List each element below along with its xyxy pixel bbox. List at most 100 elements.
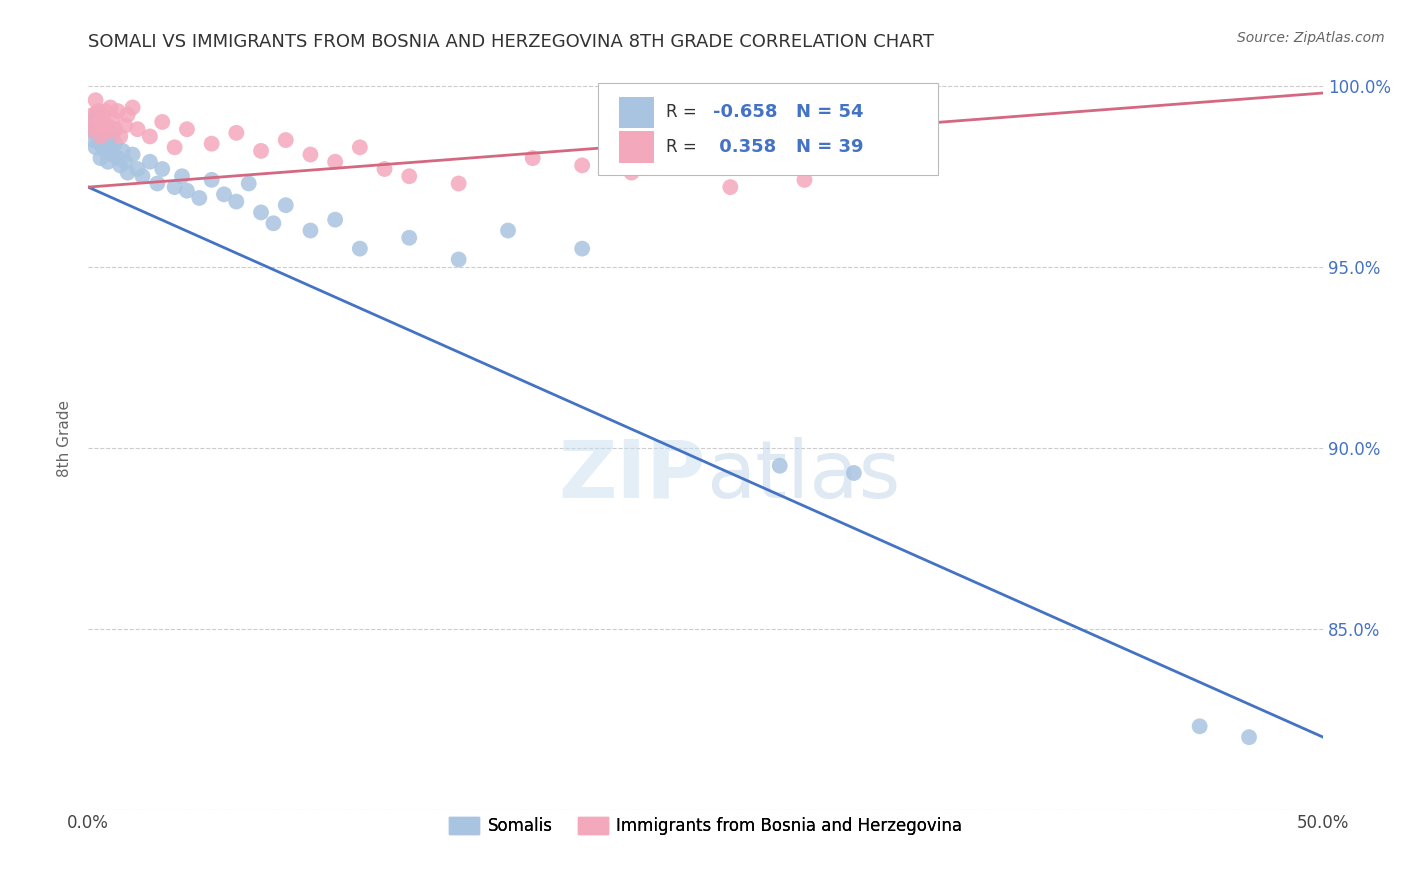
Point [299,223,322,237]
Point [496,223,519,237]
Point [121,147,143,161]
Point [114,154,136,169]
Point [447,252,470,267]
Point [842,466,865,480]
Point [349,140,371,154]
Text: 0.358: 0.358 [713,138,776,156]
Point [225,194,247,209]
Point [94,104,117,119]
Point [87,115,110,129]
Point [91,122,114,136]
Point [323,212,346,227]
Point [131,169,153,184]
Text: N = 54: N = 54 [796,103,863,121]
Text: -0.658: -0.658 [713,103,778,121]
Legend: Somalis, Immigrants from Bosnia and Herzegovina: Somalis, Immigrants from Bosnia and Herz… [443,811,969,842]
Point [121,100,143,114]
Point [100,100,122,114]
Point [793,173,815,187]
Point [571,242,593,256]
Text: SOMALI VS IMMIGRANTS FROM BOSNIA AND HERZEGOVINA 8TH GRADE CORRELATION CHART: SOMALI VS IMMIGRANTS FROM BOSNIA AND HER… [89,33,934,51]
Point [201,173,224,187]
Point [769,458,792,473]
Text: R =: R = [666,138,702,156]
Point [176,122,198,136]
Point [323,154,346,169]
FancyBboxPatch shape [598,83,938,175]
Point [398,169,420,184]
Point [349,242,371,256]
Point [91,140,114,154]
Point [127,122,149,136]
Point [110,158,132,172]
Point [87,104,110,119]
Point [94,126,117,140]
Point [262,216,284,230]
Point [107,104,129,119]
Point [84,119,107,133]
Point [139,129,162,144]
Point [89,129,111,144]
Point [91,112,114,126]
Point [89,119,111,133]
Point [274,133,297,147]
Point [101,112,124,126]
Point [238,177,260,191]
Point [97,154,120,169]
Point [94,129,117,144]
Point [100,140,122,154]
Point [127,161,149,176]
Point [447,177,470,191]
Point [79,122,101,136]
Point [87,129,110,144]
Point [84,108,107,122]
Point [82,122,104,136]
Point [104,136,127,151]
Point [146,177,169,191]
Text: R =: R = [666,103,702,121]
Point [84,140,107,154]
Point [104,122,127,136]
Y-axis label: 8th Grade: 8th Grade [58,401,72,477]
Point [176,184,198,198]
Point [82,133,104,147]
Point [84,93,107,107]
Point [114,119,136,133]
Text: Source: ZipAtlas.com: Source: ZipAtlas.com [1237,31,1385,45]
Point [718,180,741,194]
Point [250,205,273,219]
Point [117,108,139,122]
Point [522,151,544,165]
Point [89,136,111,151]
Point [212,187,235,202]
Point [89,115,111,129]
Point [1188,719,1211,733]
Point [94,144,117,158]
Point [82,108,104,122]
Point [374,161,396,176]
Point [201,136,224,151]
Point [225,126,247,140]
Text: ZIP: ZIP [558,437,706,515]
Point [398,231,420,245]
Point [1237,730,1260,744]
Point [139,154,162,169]
FancyBboxPatch shape [619,131,654,162]
Point [101,147,124,161]
FancyBboxPatch shape [619,96,654,128]
Point [150,115,173,129]
Point [111,144,134,158]
Point [274,198,297,212]
Point [117,166,139,180]
Point [620,166,643,180]
Point [150,161,173,176]
Point [571,158,593,172]
Point [89,151,111,165]
Point [107,151,129,165]
Point [110,129,132,144]
Point [250,144,273,158]
Point [101,126,124,140]
Point [97,133,120,147]
Point [84,126,107,140]
Point [163,140,186,154]
